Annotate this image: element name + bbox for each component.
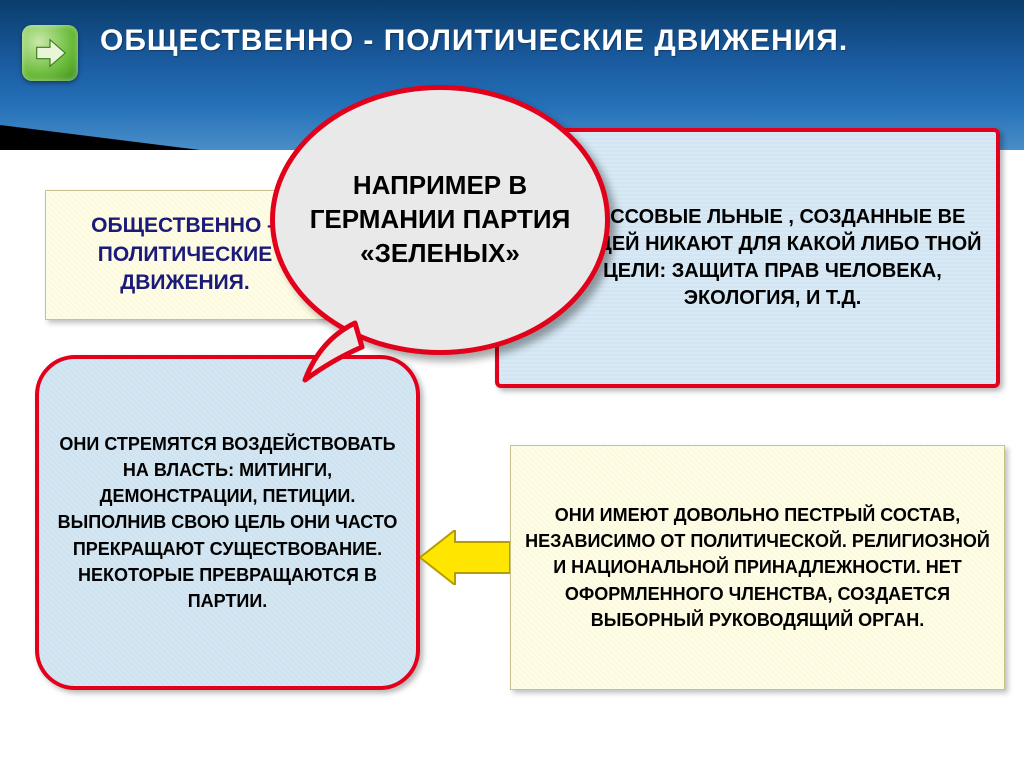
flow-arrow-icon (420, 530, 510, 585)
slide-content: МАССОВЫЕ ЛЬНЫЕ , СОЗДАННЫЕ ВЕ ЛЮДЕЙ НИКА… (0, 150, 1024, 768)
influence-box: ОНИ СТРЕМЯТСЯ ВОЗДЕЙСТВОВАТЬ НА ВЛАСТЬ: … (35, 355, 420, 690)
speech-tail-icon (300, 315, 370, 385)
example-callout-text: НАПРИМЕР В ГЕРМАНИИ ПАРТИЯ «ЗЕЛЕНЫХ» (305, 169, 575, 270)
influence-text: ОНИ СТРЕМЯТСЯ ВОЗДЕЙСТВОВАТЬ НА ВЛАСТЬ: … (53, 431, 402, 614)
header-wedge-decoration (0, 125, 200, 150)
composition-box: ОНИ ИМЕЮТ ДОВОЛЬНО ПЕСТРЫЙ СОСТАВ, НЕЗАВ… (510, 445, 1005, 690)
composition-text: ОНИ ИМЕЮТ ДОВОЛЬНО ПЕСТРЫЙ СОСТАВ, НЕЗАВ… (525, 502, 990, 632)
slide-title: ОБЩЕСТВЕННО - ПОЛИТИЧЕСКИЕ ДВИЖЕНИЯ. (100, 22, 848, 60)
forward-arrow-icon (22, 25, 78, 81)
example-callout: НАПРИМЕР В ГЕРМАНИИ ПАРТИЯ «ЗЕЛЕНЫХ» (270, 85, 610, 355)
